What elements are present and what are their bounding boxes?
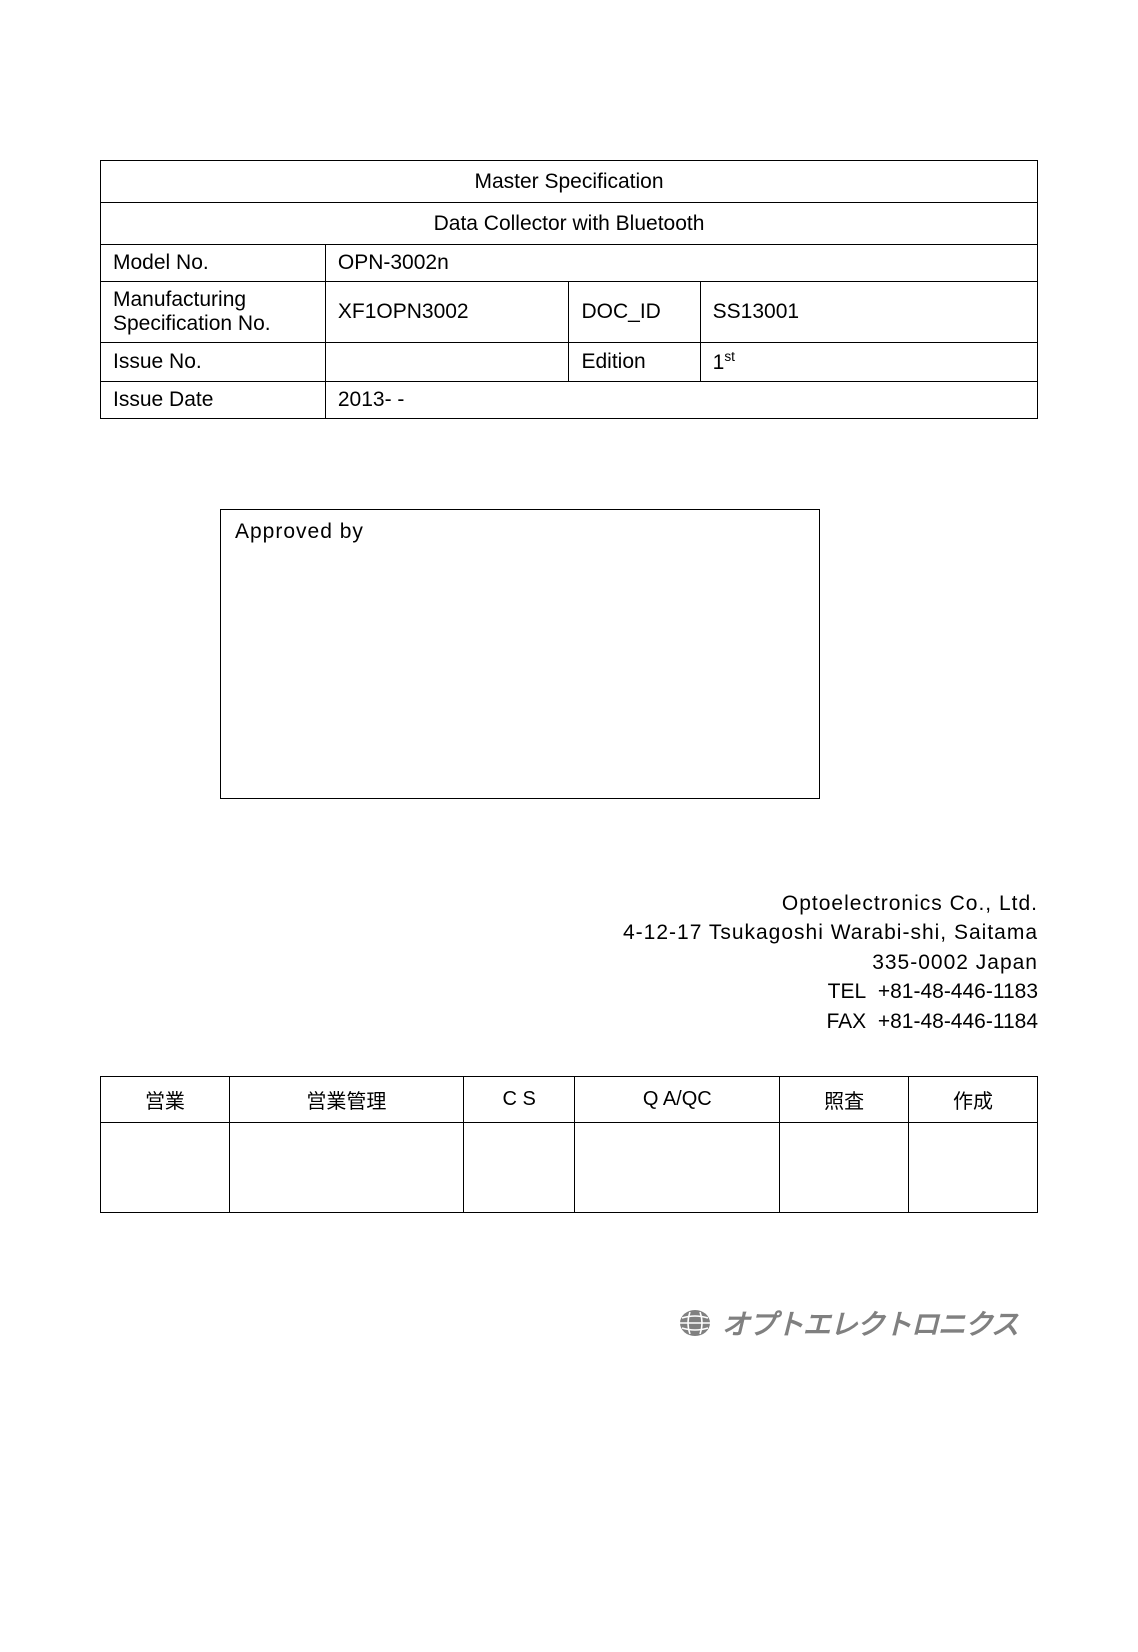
sign-header-6: 作成	[909, 1076, 1038, 1122]
issue-no-val1	[325, 343, 569, 382]
sign-header-2: 営業管理	[229, 1076, 463, 1122]
company-info: Optoelectronics Co., Ltd. 4-12-17 Tsukag…	[100, 889, 1038, 1036]
model-no-value: OPN-3002n	[325, 245, 1037, 282]
company-tel: TEL +81-48-446-1183	[100, 977, 1038, 1006]
tel-value: +81-48-446-1183	[878, 980, 1038, 1003]
master-spec-table: Master Specification Data Collector with…	[100, 160, 1038, 419]
sign-cell-3	[463, 1122, 574, 1212]
spec-title-1: Master Specification	[101, 161, 1038, 203]
sign-header-1: 営業	[101, 1076, 230, 1122]
edition-label: Edition	[569, 343, 700, 382]
company-name: Optoelectronics Co., Ltd.	[100, 889, 1038, 918]
sign-cell-5	[780, 1122, 909, 1212]
sign-cell-1	[101, 1122, 230, 1212]
issue-no-label: Issue No.	[101, 343, 326, 382]
logo-text: オプトエレクトロニクス	[722, 1303, 1018, 1343]
sign-header-4: Q A/QC	[575, 1076, 780, 1122]
approved-by-label: Approved by	[235, 520, 364, 543]
approved-by-box: Approved by	[220, 509, 820, 799]
signoff-table: 営業 営業管理 C S Q A/QC 照査 作成	[100, 1076, 1038, 1213]
issue-date-label: Issue Date	[101, 382, 326, 419]
mfg-spec-val1: XF1OPN3002	[325, 282, 569, 343]
model-no-label: Model No.	[101, 245, 326, 282]
globe-icon	[678, 1308, 712, 1338]
edition-value: 1st	[700, 343, 1037, 382]
sign-header-5: 照査	[780, 1076, 909, 1122]
edition-sup: st	[724, 349, 735, 364]
company-fax: FAX +81-48-446-1184	[100, 1007, 1038, 1036]
issue-date-value: 2013- -	[325, 382, 1037, 419]
spec-title-2: Data Collector with Bluetooth	[101, 203, 1038, 245]
fax-value: +81-48-446-1184	[878, 1010, 1038, 1033]
footer-logo-area: オプトエレクトロニクス	[100, 1303, 1038, 1343]
company-address: 4-12-17 Tsukagoshi Warabi-shi, Saitama	[100, 918, 1038, 947]
mfg-docid-value: SS13001	[700, 282, 1037, 343]
fax-label: FAX	[826, 1010, 866, 1033]
company-postal: 335-0002 Japan	[100, 948, 1038, 977]
mfg-docid-label: DOC_ID	[569, 282, 700, 343]
sign-cell-2	[229, 1122, 463, 1212]
sign-cell-6	[909, 1122, 1038, 1212]
mfg-spec-label: Manufacturing Specification No.	[101, 282, 326, 343]
tel-label: TEL	[828, 980, 867, 1003]
edition-number: 1	[713, 351, 725, 374]
company-logo: オプトエレクトロニクス	[678, 1303, 1018, 1343]
sign-header-3: C S	[463, 1076, 574, 1122]
sign-cell-4	[575, 1122, 780, 1212]
